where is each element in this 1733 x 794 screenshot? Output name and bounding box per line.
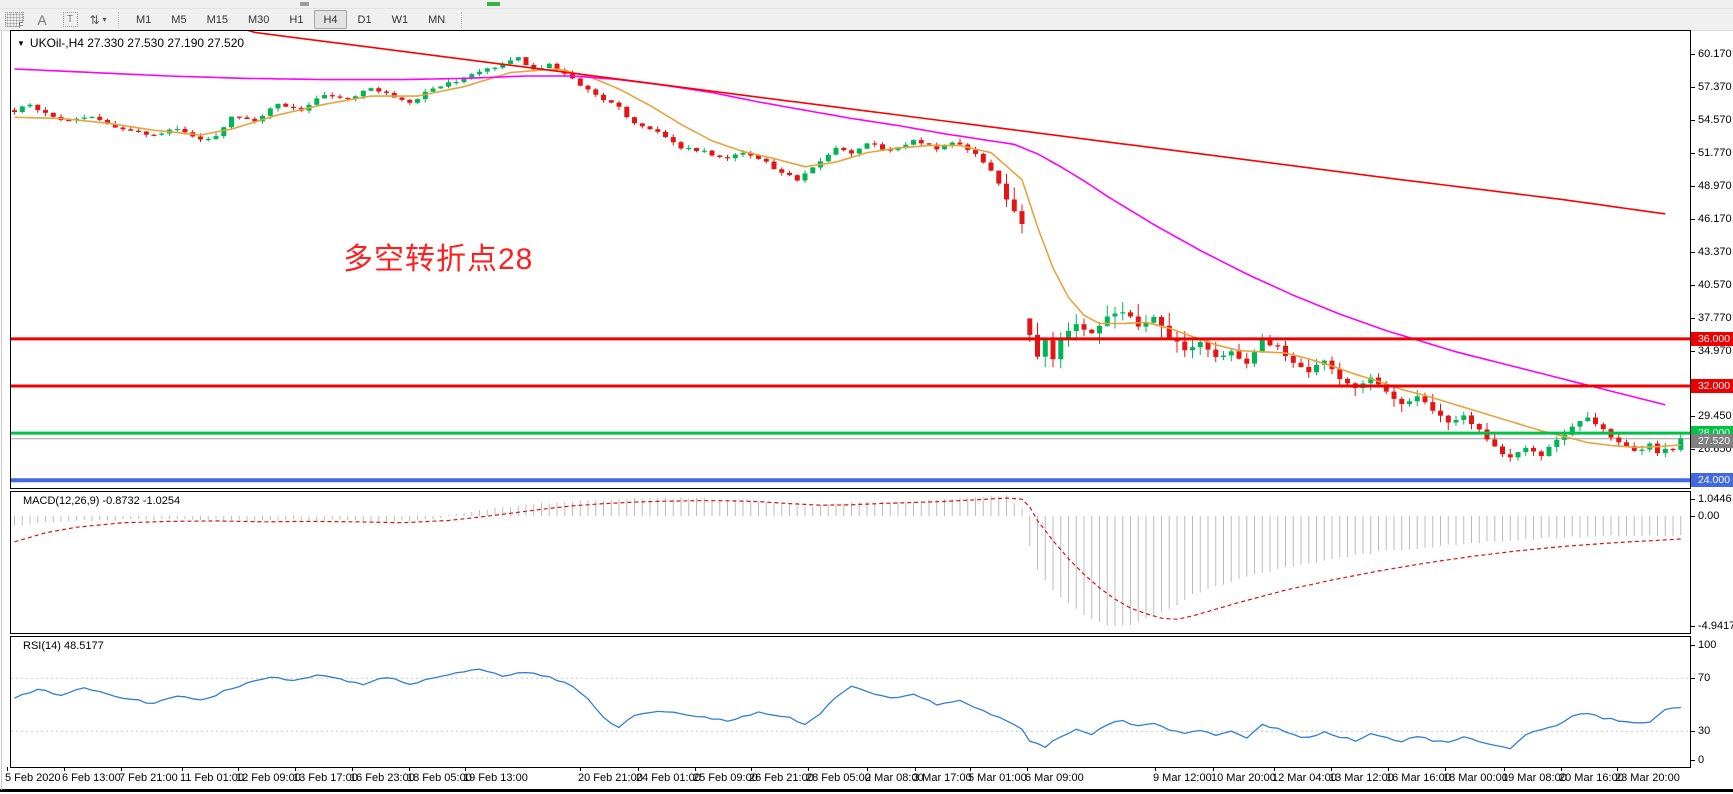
axis-tick-label: -4.9417 bbox=[1698, 620, 1733, 632]
timeframe-button-w1[interactable]: W1 bbox=[391, 13, 409, 26]
axis-tick-label: 26.650 bbox=[1698, 443, 1732, 455]
chart-annotation: 多空转折点28 bbox=[343, 243, 534, 276]
price-chart-pane: ▼ UKOil-,H4 27.330 27.530 27.190 27.520 … bbox=[10, 30, 1691, 489]
axis-tick-label: 100 bbox=[1698, 639, 1717, 651]
axis-tick-label: 30 bbox=[1698, 725, 1711, 737]
menubar-fragment bbox=[300, 2, 309, 6]
axis-tick-label: 46.170 bbox=[1698, 213, 1732, 225]
collapse-arrow-icon[interactable]: ▼ bbox=[17, 39, 25, 48]
price-level-label-27.520: 27.520 bbox=[1691, 434, 1733, 448]
arrows-icon: ⇅ bbox=[89, 12, 100, 27]
macd-pane: MACD(12,26,9) -0.8732 -1.0254 bbox=[10, 491, 1691, 634]
timeframe-switcher: M1 M5 M15 M30 H1 H4 D1 W1 MN bbox=[126, 10, 455, 29]
date-label: 28 Feb 05:00 bbox=[806, 772, 871, 784]
toolbar-separator bbox=[461, 11, 463, 28]
date-label: 13 Mar 12:00 bbox=[1329, 772, 1394, 784]
axis-tick-label: 1.0446 bbox=[1698, 493, 1732, 505]
date-label: 12 Feb 09:00 bbox=[236, 772, 301, 784]
date-label: 20 Mar 16:00 bbox=[1559, 772, 1624, 784]
rsi-canvas[interactable] bbox=[11, 637, 1690, 767]
date-tick-mark bbox=[7, 767, 8, 771]
timeframe-button-h1[interactable]: H1 bbox=[289, 13, 304, 26]
fibonacci-tool[interactable]: F bbox=[2, 10, 26, 30]
date-label: 23 Mar 20:00 bbox=[1615, 772, 1680, 784]
date-label: 19 Feb 13:00 bbox=[463, 772, 528, 784]
timeframe-button-m5[interactable]: M5 bbox=[171, 13, 187, 26]
date-label: 2 Mar 08:00 bbox=[865, 772, 924, 784]
chart-title-text: UKOil-,H4 27.330 27.530 27.190 27.520 bbox=[29, 36, 245, 50]
date-label: 26 Feb 21:00 bbox=[749, 772, 814, 784]
axis-tick-label: 60.170 bbox=[1698, 48, 1732, 60]
left-window-edge bbox=[1, 30, 2, 790]
axis-tick-label: 57.370 bbox=[1698, 81, 1732, 93]
date-label: 5 Feb 2020 bbox=[5, 772, 61, 784]
bottom-border bbox=[0, 789, 1733, 792]
date-label: 10 Mar 20:00 bbox=[1211, 772, 1276, 784]
text-label-icon: T bbox=[62, 12, 78, 27]
date-label: 6 Mar 09:00 bbox=[1025, 772, 1084, 784]
axis-tick-label: 0.00 bbox=[1698, 510, 1720, 522]
rsi-label: RSI(14) 48.5177 bbox=[23, 640, 104, 652]
date-label: 20 Feb 21:00 bbox=[578, 772, 643, 784]
macd-label: MACD(12,26,9) -0.8732 -1.0254 bbox=[23, 495, 181, 507]
rsi-pane: RSI(14) 48.5177 bbox=[10, 636, 1691, 768]
date-label: 3 Mar 17:00 bbox=[913, 772, 972, 784]
axis-tick-label: 48.970 bbox=[1698, 180, 1732, 192]
date-label: 6 Feb 13:00 bbox=[62, 772, 121, 784]
macd-canvas[interactable] bbox=[11, 492, 1690, 633]
axis-tick-label: 51.770 bbox=[1698, 147, 1732, 159]
date-label: 25 Feb 09:00 bbox=[693, 772, 758, 784]
price-level-label-32.000: 32.000 bbox=[1691, 379, 1733, 393]
axis-tick-label: 0 bbox=[1698, 754, 1705, 766]
axis-tick-label: 29.450 bbox=[1698, 410, 1732, 422]
chart-title: ▼ UKOil-,H4 27.330 27.530 27.190 27.520 bbox=[15, 36, 244, 50]
date-label: 19 Mar 08:00 bbox=[1502, 772, 1567, 784]
timeframe-button-m1[interactable]: M1 bbox=[136, 13, 152, 26]
text-label-tool[interactable]: T bbox=[58, 10, 82, 29]
axis-tick-label: 70 bbox=[1698, 672, 1711, 684]
date-label: 12 Mar 04:00 bbox=[1272, 772, 1337, 784]
text-icon: A bbox=[37, 11, 47, 28]
timeframe-button-d1[interactable]: D1 bbox=[357, 13, 372, 26]
date-label: 18 Mar 00:00 bbox=[1443, 772, 1508, 784]
clipped-menubar bbox=[0, 0, 1733, 9]
date-label: 16 Feb 23:00 bbox=[350, 772, 415, 784]
date-label: 9 Mar 12:00 bbox=[1153, 772, 1212, 784]
date-label: 18 Feb 05:00 bbox=[407, 772, 472, 784]
axis-tick-label: 40.570 bbox=[1698, 279, 1732, 291]
date-label: 24 Feb 01:00 bbox=[636, 772, 701, 784]
price-level-label-36.000: 36.000 bbox=[1691, 332, 1733, 346]
arrows-tool[interactable]: ⇅ ▾ bbox=[86, 10, 110, 29]
timeframe-button-m15[interactable]: M15 bbox=[206, 13, 228, 26]
axis-tick-label: 34.970 bbox=[1698, 345, 1732, 357]
menubar-fragment-green bbox=[487, 2, 500, 6]
dropdown-caret-icon: ▾ bbox=[102, 15, 107, 24]
timeframe-button-h4[interactable]: H4 bbox=[314, 10, 347, 29]
fibonacci-icon: F bbox=[4, 12, 24, 30]
toolbar-separator bbox=[118, 11, 120, 28]
text-tool[interactable]: A bbox=[30, 10, 54, 29]
timeframe-button-mn[interactable]: MN bbox=[428, 13, 446, 26]
toolbar: F A T ⇅ ▾ M1 M5 M15 M30 H1 H4 D1 W1 MN bbox=[0, 9, 1733, 31]
price-level-label-28.000: 28.000 bbox=[1691, 426, 1733, 440]
axis-tick-label: 54.570 bbox=[1698, 114, 1732, 126]
price-level-label-24.000: 24.000 bbox=[1691, 473, 1733, 487]
date-label: 5 Mar 01:00 bbox=[968, 772, 1027, 784]
price-chart-canvas[interactable] bbox=[11, 31, 1690, 488]
date-label: 7 Feb 21:00 bbox=[119, 772, 178, 784]
axis-tick-label: 43.370 bbox=[1698, 246, 1732, 258]
date-label: 16 Mar 16:00 bbox=[1386, 772, 1451, 784]
date-label: 11 Feb 01:00 bbox=[180, 772, 245, 784]
axis-tick-label: 37.770 bbox=[1698, 312, 1732, 324]
timeframe-button-m30[interactable]: M30 bbox=[247, 13, 270, 26]
date-label: 13 Feb 17:00 bbox=[293, 772, 358, 784]
